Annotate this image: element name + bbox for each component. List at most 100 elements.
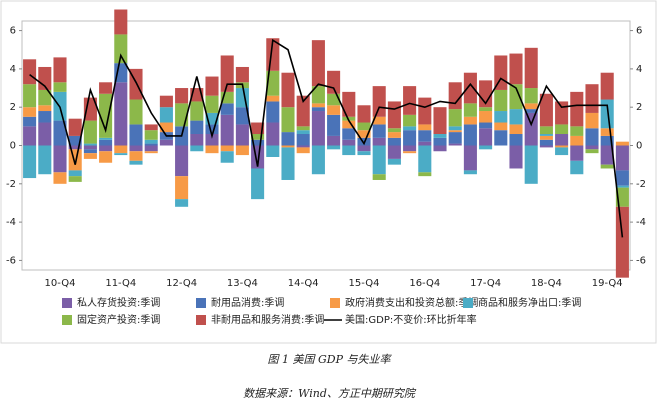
legend-swatch: [62, 315, 72, 325]
bar-segment: [53, 172, 67, 184]
bar-segment: [281, 147, 295, 180]
legend-label: 耐用品消费:季调: [211, 296, 284, 309]
bar-segment: [144, 143, 158, 146]
bar-segment: [433, 137, 447, 146]
bar-segment: [53, 145, 67, 173]
bar-segment: [205, 95, 219, 113]
bar-segment: [342, 145, 356, 156]
bar-segment: [585, 84, 599, 113]
bar-segment: [387, 137, 401, 146]
legend-label: 美国:GDP:不变价:环比折年率: [345, 313, 477, 326]
bar-segment: [600, 135, 614, 146]
bar-segment: [615, 170, 629, 186]
bar-segment: [83, 153, 97, 159]
legend-swatch: [62, 298, 72, 308]
bar-segment: [524, 109, 538, 113]
bar-segment: [463, 103, 477, 117]
y2-tick-label: -2: [636, 179, 646, 190]
legend-label: 私人存货投资:季调: [77, 296, 160, 309]
bar-segment: [281, 132, 295, 146]
bar-segment: [235, 88, 249, 108]
bar-segment: [357, 105, 371, 123]
bar-segment: [251, 168, 265, 200]
bar-segment: [327, 93, 341, 106]
bar-segment: [144, 124, 158, 131]
bar-segment: [68, 135, 82, 146]
bar-segment: [357, 151, 371, 156]
gdp-line: [29, 38, 624, 238]
caption: 图 1 美国 GDP 与失业率: [268, 353, 393, 366]
y2-tick-label: 2: [636, 102, 642, 113]
bar-segment: [311, 86, 325, 104]
bar-segment: [251, 134, 265, 140]
bar-segment: [463, 72, 477, 104]
bar-segment: [311, 145, 325, 175]
bar-segment: [99, 93, 113, 138]
bar-segment: [463, 170, 477, 175]
bar-segment: [555, 124, 569, 135]
y2-tick-label: -4: [636, 217, 646, 228]
bar-segment: [220, 55, 234, 92]
bar-segment: [114, 82, 128, 146]
bar-segment: [38, 105, 52, 112]
bar-segment: [342, 116, 356, 121]
bar-segment: [266, 95, 280, 102]
bar-segment: [600, 128, 614, 136]
bar-segment: [114, 34, 128, 64]
legend-label: 政府消费支出和投资总额:季调: [345, 296, 478, 309]
bar-segment: [296, 126, 310, 131]
bar-segment: [372, 137, 386, 146]
bar-segment: [494, 111, 508, 123]
bar-segment: [114, 145, 128, 154]
bar-segment: [615, 145, 629, 171]
bar-segment: [205, 76, 219, 96]
bar-segment: [387, 101, 401, 129]
bar-segment: [68, 149, 82, 171]
bar-segment: [68, 118, 82, 136]
bar-segment: [539, 93, 553, 127]
bar-segment: [387, 145, 401, 159]
bar-segment: [327, 114, 341, 136]
bar-segment: [114, 9, 128, 35]
y-tick-label: 2: [10, 102, 16, 113]
bar-segment: [570, 145, 584, 161]
bar-segment: [539, 135, 553, 140]
bar-segment: [205, 134, 219, 146]
bar-segment: [570, 135, 584, 146]
bar-segment: [555, 145, 569, 148]
bar-segment: [600, 99, 614, 129]
bar-segment: [159, 122, 173, 133]
bar-segment: [235, 107, 249, 125]
bar-segment: [448, 132, 462, 144]
bar-segment: [220, 114, 234, 146]
bar-segment: [68, 145, 82, 150]
bar-segment: [220, 151, 234, 163]
legend-label: 非耐用品和服务消费:季调: [211, 313, 324, 326]
bar-segment: [418, 145, 432, 173]
bar-segment: [418, 97, 432, 125]
bar-segment: [311, 107, 325, 112]
legend-swatch: [330, 298, 340, 308]
bar-segment: [38, 111, 52, 123]
bar-segment: [83, 143, 97, 146]
bar-segment: [494, 130, 508, 146]
x-tick-label: 14-Q4: [288, 278, 319, 289]
bar-segment: [175, 176, 189, 200]
x-tick-label: 18-Q4: [531, 278, 562, 289]
bar-segment: [251, 139, 265, 146]
bar-segment: [311, 103, 325, 108]
bar-segment: [539, 145, 553, 148]
bar-segment: [327, 145, 341, 150]
bar-segment: [23, 116, 37, 127]
bar-segment: [266, 101, 280, 123]
bar-segment: [403, 114, 417, 127]
bar-segment: [38, 122, 52, 146]
bar-segment: [509, 145, 523, 169]
bar-segment: [418, 124, 432, 131]
bar-segment: [524, 112, 538, 146]
bar-segment: [524, 103, 538, 110]
bar-segment: [23, 145, 37, 179]
bar-segment: [403, 86, 417, 115]
bar-segment: [53, 82, 67, 92]
bar-segment: [23, 59, 37, 85]
